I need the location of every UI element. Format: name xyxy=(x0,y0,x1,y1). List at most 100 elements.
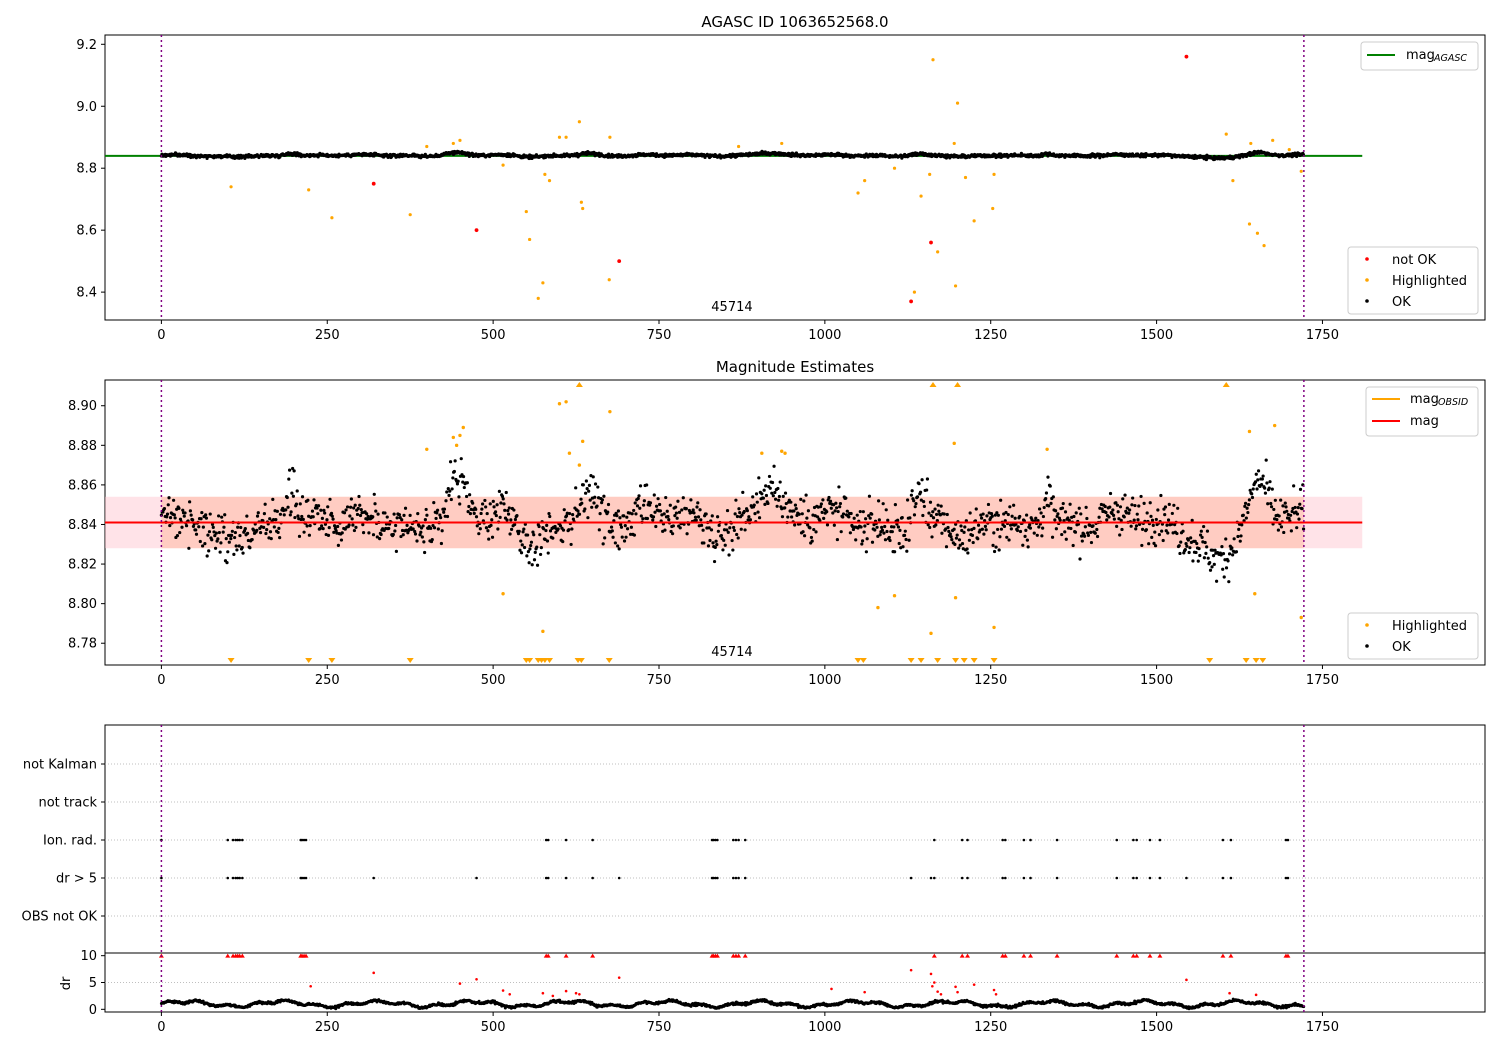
ok-point xyxy=(1295,526,1299,530)
ok-point xyxy=(1140,543,1144,548)
ok-point xyxy=(539,546,543,550)
below-range-marker xyxy=(406,658,414,663)
y-tick-label: 8.80 xyxy=(68,597,97,612)
highlighted-point xyxy=(953,284,958,288)
ok-point xyxy=(203,542,207,546)
ok-point xyxy=(271,517,276,522)
ok-point xyxy=(960,541,965,546)
ok-point xyxy=(971,540,975,545)
ok-point xyxy=(739,527,743,531)
ok-point xyxy=(172,498,176,502)
ok-point xyxy=(320,524,324,528)
ok-point xyxy=(448,460,453,464)
x-tick-label: 750 xyxy=(647,328,672,343)
ok-point xyxy=(210,538,214,542)
ok-point xyxy=(1301,527,1306,531)
x-tick-label: 1250 xyxy=(974,328,1007,343)
ok-point xyxy=(1166,531,1170,535)
ok-point xyxy=(284,508,288,512)
ok-point xyxy=(512,508,516,512)
ok-point xyxy=(864,517,868,521)
ok-point xyxy=(865,537,869,541)
ok-point xyxy=(593,482,598,486)
ok-point xyxy=(1026,545,1030,549)
highlighted-point xyxy=(919,194,923,198)
ok-point xyxy=(490,535,495,539)
dr-gt-5-flag-point xyxy=(1158,876,1162,880)
ok-point xyxy=(1006,512,1010,517)
ok-point xyxy=(1205,545,1209,549)
ok-point xyxy=(845,509,849,513)
ok-point xyxy=(294,502,299,506)
ok-point xyxy=(1196,559,1200,563)
ok-point xyxy=(1016,525,1020,529)
dr-gt-5-flag-point xyxy=(591,876,594,880)
ok-point xyxy=(446,487,450,491)
ok-point xyxy=(1095,534,1100,539)
highlighted-point xyxy=(454,443,459,448)
ok-point xyxy=(221,530,225,534)
ok-point xyxy=(316,512,320,516)
ok-point xyxy=(1153,544,1158,548)
highlighted-point xyxy=(892,594,897,598)
ok-point xyxy=(710,514,714,518)
ok-point xyxy=(1077,506,1081,510)
ok-point xyxy=(1269,501,1273,506)
flag-row-label: not track xyxy=(38,796,97,811)
x-tick-label: 1500 xyxy=(1140,673,1173,688)
ok-point xyxy=(405,523,409,527)
ok-point xyxy=(995,511,999,515)
ok-point xyxy=(1279,498,1283,502)
ok-point xyxy=(527,561,531,565)
ok-point xyxy=(1275,517,1279,522)
ok-point xyxy=(770,480,775,485)
ok-point xyxy=(999,527,1004,531)
ok-point xyxy=(1144,528,1149,532)
ok-point xyxy=(239,525,243,530)
ok-point xyxy=(821,498,825,502)
ok-point xyxy=(1002,524,1007,528)
ion-rad-flag-point xyxy=(1286,838,1290,842)
ok-point xyxy=(1247,498,1252,502)
legend-point-swatch xyxy=(1365,257,1369,261)
ok-point xyxy=(1220,545,1224,549)
ok-point xyxy=(1234,550,1239,554)
ok-point xyxy=(831,511,835,515)
ok-point xyxy=(588,498,592,502)
dr-gt-5-flag-point xyxy=(1286,876,1290,880)
dr-gt-5-flag-point xyxy=(300,876,304,880)
ok-point xyxy=(929,514,933,518)
ok-point xyxy=(634,512,638,516)
ok-point xyxy=(182,514,186,518)
ok-point xyxy=(165,512,170,516)
ok-point xyxy=(326,505,330,509)
ok-point xyxy=(520,543,524,547)
ok-point xyxy=(538,552,543,557)
ok-point xyxy=(1166,518,1171,522)
ok-point xyxy=(1254,472,1258,476)
highlighted-point xyxy=(856,191,860,195)
ok-point xyxy=(223,513,227,517)
ok-point xyxy=(1030,518,1034,522)
highlighted-point xyxy=(992,625,996,630)
highlighted-point xyxy=(783,451,787,455)
highlighted-point xyxy=(330,216,334,220)
below-range-marker xyxy=(305,658,313,663)
ok-point xyxy=(901,545,905,549)
ok-point xyxy=(1068,502,1072,506)
ok-point xyxy=(820,510,824,514)
ok-point xyxy=(743,528,747,532)
highlighted-point xyxy=(892,166,897,170)
ok-point xyxy=(990,514,994,518)
ok-point xyxy=(224,537,228,541)
ok-point xyxy=(577,512,582,516)
ok-point xyxy=(1050,535,1055,539)
ok-point xyxy=(1111,508,1115,512)
ok-point xyxy=(629,525,633,529)
ok-point xyxy=(1175,531,1179,536)
dr-gt-5-flag-point xyxy=(1148,876,1152,880)
ok-point xyxy=(487,537,491,541)
ok-point xyxy=(841,515,845,519)
ok-point xyxy=(297,534,302,538)
ok-point xyxy=(220,515,224,519)
